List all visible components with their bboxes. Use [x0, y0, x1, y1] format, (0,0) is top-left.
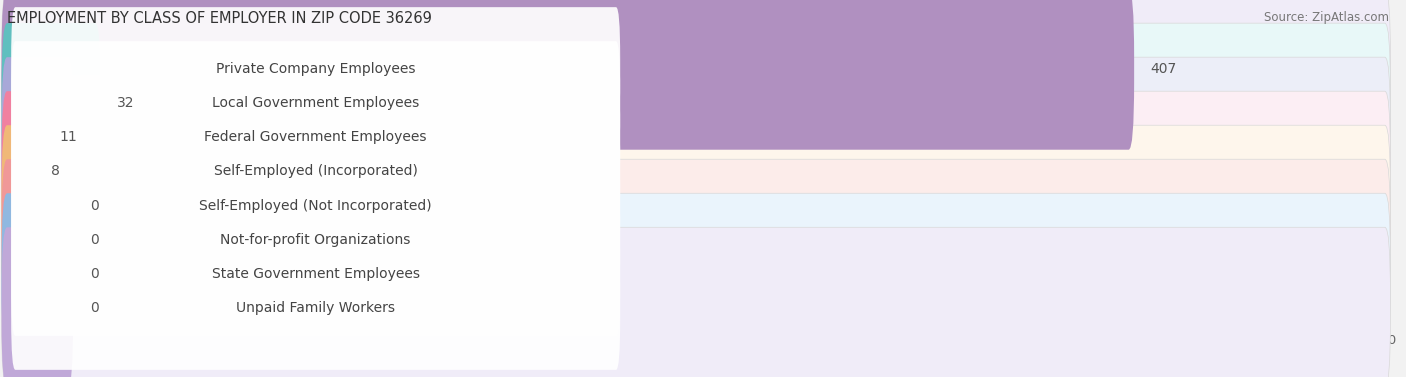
FancyBboxPatch shape: [1, 159, 1391, 320]
FancyBboxPatch shape: [11, 245, 620, 370]
FancyBboxPatch shape: [11, 143, 620, 268]
FancyBboxPatch shape: [11, 75, 620, 200]
FancyBboxPatch shape: [1, 91, 1391, 252]
Text: Self-Employed (Incorporated): Self-Employed (Incorporated): [214, 164, 418, 178]
Text: Unpaid Family Workers: Unpaid Family Workers: [236, 300, 395, 314]
Text: 0: 0: [90, 233, 98, 247]
Text: 11: 11: [59, 130, 77, 144]
FancyBboxPatch shape: [1, 23, 101, 184]
Text: 32: 32: [117, 97, 135, 110]
FancyBboxPatch shape: [1, 0, 1135, 150]
Text: Self-Employed (Not Incorporated): Self-Employed (Not Incorporated): [200, 199, 432, 213]
FancyBboxPatch shape: [1, 125, 1391, 286]
Text: Private Company Employees: Private Company Employees: [217, 63, 415, 77]
FancyBboxPatch shape: [1, 125, 73, 286]
FancyBboxPatch shape: [1, 57, 1391, 218]
FancyBboxPatch shape: [1, 227, 73, 377]
FancyBboxPatch shape: [1, 0, 1391, 150]
Text: Not-for-profit Organizations: Not-for-profit Organizations: [221, 233, 411, 247]
FancyBboxPatch shape: [1, 159, 73, 320]
Text: 0: 0: [90, 300, 98, 314]
FancyBboxPatch shape: [11, 7, 620, 132]
FancyBboxPatch shape: [11, 211, 620, 336]
FancyBboxPatch shape: [1, 193, 1391, 354]
FancyBboxPatch shape: [11, 109, 620, 234]
Text: EMPLOYMENT BY CLASS OF EMPLOYER IN ZIP CODE 36269: EMPLOYMENT BY CLASS OF EMPLOYER IN ZIP C…: [7, 11, 432, 26]
FancyBboxPatch shape: [1, 91, 73, 252]
Text: Federal Government Employees: Federal Government Employees: [204, 130, 427, 144]
FancyBboxPatch shape: [1, 193, 73, 354]
Text: 0: 0: [90, 267, 98, 280]
Text: Source: ZipAtlas.com: Source: ZipAtlas.com: [1264, 11, 1389, 24]
Text: Local Government Employees: Local Government Employees: [212, 97, 419, 110]
FancyBboxPatch shape: [11, 41, 620, 166]
Text: State Government Employees: State Government Employees: [212, 267, 419, 280]
Text: 407: 407: [1150, 63, 1177, 77]
Text: 8: 8: [51, 164, 60, 178]
FancyBboxPatch shape: [1, 23, 1391, 184]
FancyBboxPatch shape: [1, 57, 73, 218]
FancyBboxPatch shape: [1, 227, 1391, 377]
FancyBboxPatch shape: [11, 177, 620, 302]
Text: 0: 0: [90, 199, 98, 213]
